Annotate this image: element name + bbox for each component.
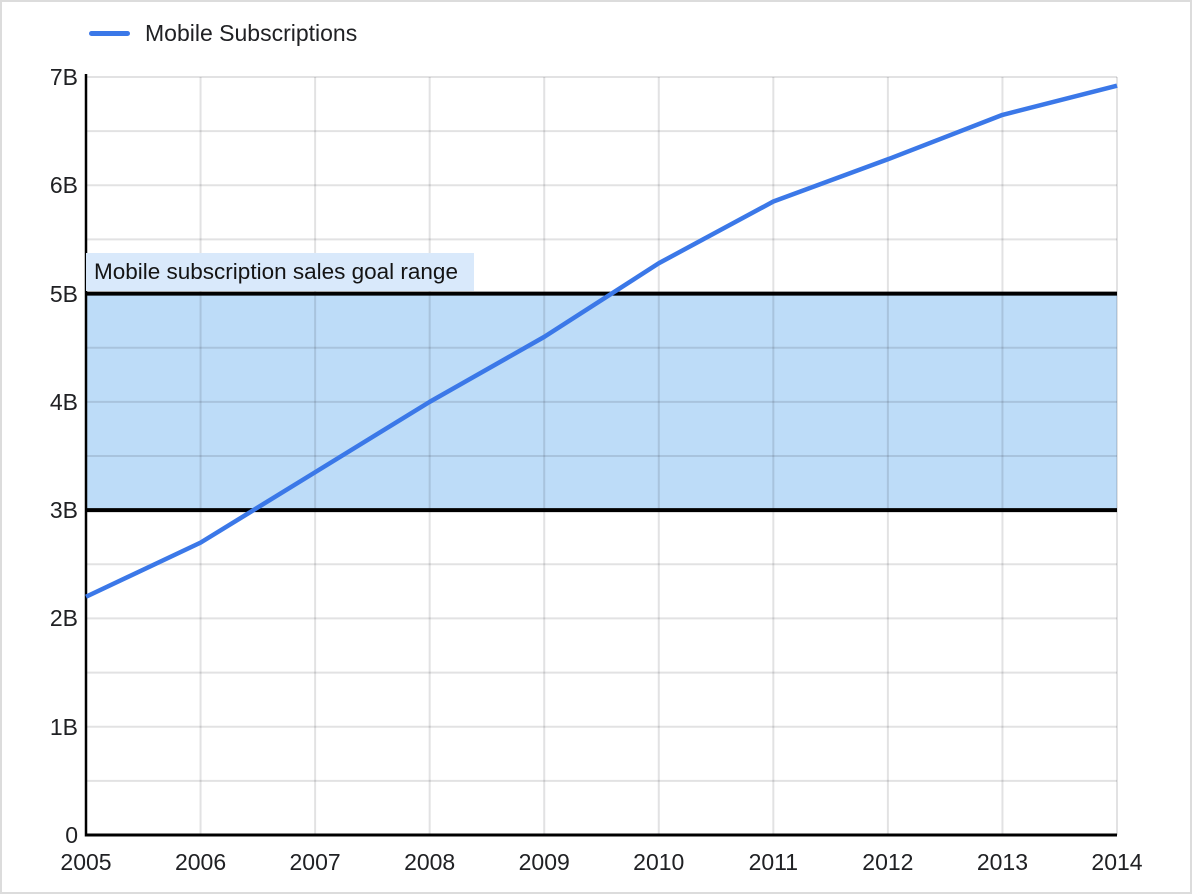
y-tick-label: 2B xyxy=(49,605,78,632)
x-tick-label: 2008 xyxy=(404,849,456,875)
goal-range-band-label: Mobile subscription sales goal range xyxy=(86,253,474,291)
x-tick-label: 2011 xyxy=(748,849,799,875)
x-tick-label: 2005 xyxy=(60,849,112,875)
series-line-mobile-subscriptions xyxy=(85,83,1118,599)
y-tick-label: 4B xyxy=(49,388,78,415)
x-tick-label: 2007 xyxy=(289,849,341,875)
legend-line-swatch xyxy=(89,30,130,36)
x-tick-label: 2009 xyxy=(518,849,570,875)
goal-range-band xyxy=(86,293,1117,511)
y-tick-label: 7B xyxy=(49,64,78,90)
x-tick-label: 2006 xyxy=(174,849,227,875)
x-tick-label: 2013 xyxy=(976,849,1029,875)
x-tick-label: 2014 xyxy=(1091,849,1143,875)
x-tick-label: 2010 xyxy=(633,849,685,875)
legend-label: Mobile Subscriptions xyxy=(145,19,358,46)
y-tick-label: 1B xyxy=(49,713,78,740)
legend: Mobile Subscriptions xyxy=(89,19,357,47)
y-tick-label: 3B xyxy=(49,497,78,524)
y-tick-label: 0 xyxy=(65,822,78,848)
y-tick-label: 5B xyxy=(49,280,78,307)
y-tick-label: 6B xyxy=(49,172,78,199)
x-tick-label: 2012 xyxy=(862,849,914,875)
